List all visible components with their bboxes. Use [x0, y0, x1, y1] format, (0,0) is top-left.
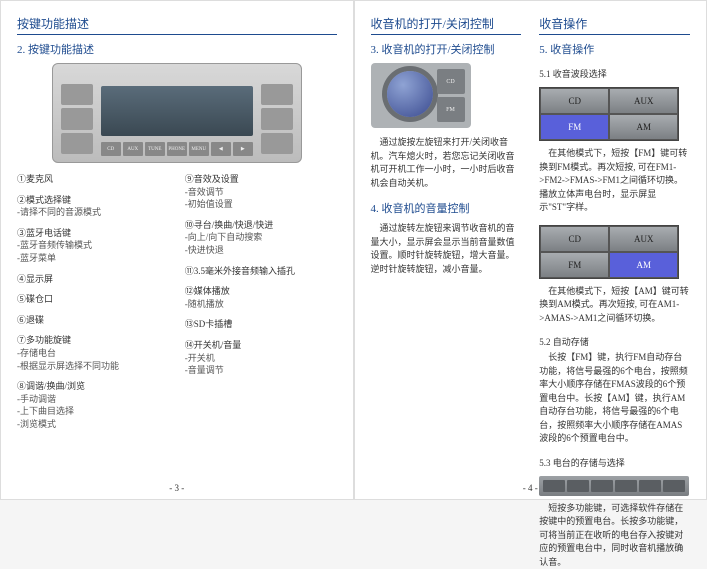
legend-item: ⑥退碟 — [17, 314, 169, 327]
legend-col-right: ⑨音效及设置-音效调节-初始值设置 ⑩寻台/换曲/快退/快进-向上/向下自动搜索-… — [185, 173, 337, 439]
subtitle-5: 5. 收音操作 — [539, 41, 690, 57]
subtitle-3: 3. 收音机的打开/关闭控制 — [371, 41, 522, 57]
title-5-3: 5.3 电台的存储与选择 — [539, 456, 690, 469]
band-cell: FM — [540, 114, 609, 140]
subtitle-2: 2. 按键功能描述 — [17, 41, 337, 57]
s52-body: 长按【FM】键，执行FM自动存台功能，将信号最强的6个电台，按照频率大小顺序存储… — [539, 351, 690, 446]
preset-diagram — [539, 476, 689, 496]
knob-side-buttons: CD FM — [437, 69, 465, 122]
sec3-body: 通过旋按左旋钮来打开/关闭收音机。汽车熄火时，若您忘记关闭收音机可开机工作一小时… — [371, 136, 522, 190]
band-grid-2: CDAUXFMAM — [539, 225, 679, 279]
s51-body1: 在其他模式下，短按【FM】键可转换到FM模式。再次短按, 可在FM1->FM2-… — [539, 147, 690, 215]
title-5-1: 5.1 收音波段选择 — [539, 67, 690, 80]
legend-item: ⑬SD卡插槽 — [185, 318, 337, 331]
page-right: 收音机的打开/关闭控制 3. 收音机的打开/关闭控制 CD FM 通过旋按左旋钮… — [354, 0, 707, 500]
legend-item: ①麦克风 — [17, 173, 169, 186]
band-cell: AUX — [609, 226, 678, 252]
band-cell: AM — [609, 114, 678, 140]
legend-item: ③蓝牙电话键-蓝牙音频传输模式-蓝牙菜单 — [17, 227, 169, 265]
page-title-left: 按键功能描述 — [17, 15, 337, 35]
radio-right-buttons — [261, 84, 293, 154]
legend-columns: ①麦克风 ②模式选择键-请择不同的音源模式 ③蓝牙电话键-蓝牙音频传输模式-蓝牙菜单… — [17, 173, 337, 439]
band-cell: AM — [609, 252, 678, 278]
power-knob-diagram: CD FM — [371, 63, 471, 128]
title-radio-onoff: 收音机的打开/关闭控制 — [371, 15, 522, 35]
legend-item: ⑩寻台/换曲/快退/快进-向上/向下自动搜索-快进快退 — [185, 219, 337, 257]
radio-unit-diagram: CD AUX TUNE PHONE MENU ◀ ▶ — [52, 63, 302, 163]
legend-item: ⑪3.5毫米外接音频输入插孔 — [185, 265, 337, 278]
legend-item: ⑨音效及设置-音效调节-初始值设置 — [185, 173, 337, 211]
title-5-2: 5.2 自动存储 — [539, 335, 690, 348]
band-cell: CD — [540, 226, 609, 252]
subtitle-4: 4. 收音机的音量控制 — [371, 200, 522, 216]
legend-item: ②模式选择键-请择不同的音源模式 — [17, 194, 169, 219]
legend-col-left: ①麦克风 ②模式选择键-请择不同的音源模式 ③蓝牙电话键-蓝牙音频传输模式-蓝牙菜单… — [17, 173, 169, 439]
radio-left-buttons — [61, 84, 93, 154]
band-cell: CD — [540, 88, 609, 114]
radio-bottom-row: CD AUX TUNE PHONE MENU ◀ ▶ — [101, 142, 253, 156]
page-left: 按键功能描述 2. 按键功能描述 CD AUX TUNE PHONE MENU … — [0, 0, 354, 500]
band-cell: FM — [540, 252, 609, 278]
legend-item: ⑦多功能旋键-存储电台-根据显示屏选择不同功能 — [17, 334, 169, 372]
legend-item: ⑫媒体播放-随机播放 — [185, 285, 337, 310]
knob-circle — [387, 71, 433, 117]
sec4-body: 通过旋转左旋钮来调节收音机的音量大小，显示屏会显示当前音量数值设置。顺时针旋转旋… — [371, 222, 522, 276]
band-cell: AUX — [609, 88, 678, 114]
page-number-left: - 3 - — [169, 483, 184, 493]
s53-body: 短按多功能键，可选择软件存储在按键中的预置电台。长按多功能键，可将当前正在收听的… — [539, 502, 690, 569]
right-col-1: 收音机的打开/关闭控制 3. 收音机的打开/关闭控制 CD FM 通过旋按左旋钮… — [371, 15, 522, 461]
band-grid-1: CDAUXFMAM — [539, 87, 679, 141]
legend-item: ⑭开关机/音量-开关机-音量调节 — [185, 339, 337, 377]
right-col-2: 收音操作 5. 收音操作 5.1 收音波段选择 CDAUXFMAM 在其他模式下… — [539, 15, 690, 461]
s51-body2: 在其他模式下，短按【AM】键可转换到AM模式。再次短按, 可在AM1->AMAS… — [539, 285, 690, 326]
legend-item: ⑧调谐/换曲/浏览-手动调谐-上下曲目选择-浏览模式 — [17, 380, 169, 430]
legend-item: ④显示屏 — [17, 273, 169, 286]
page-number-right: - 4 - — [523, 483, 538, 493]
radio-screen — [101, 86, 253, 136]
legend-item: ⑤碟仓口 — [17, 293, 169, 306]
title-radio-op: 收音操作 — [539, 15, 690, 35]
